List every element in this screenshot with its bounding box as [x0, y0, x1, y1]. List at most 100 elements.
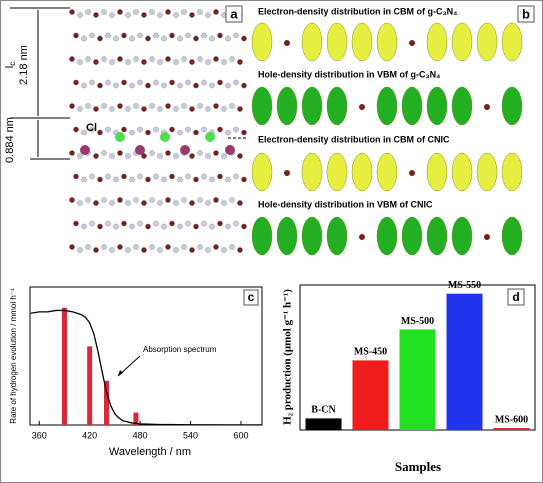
atom	[81, 176, 87, 183]
atom	[149, 197, 155, 203]
atom	[145, 82, 151, 89]
atom	[409, 170, 415, 176]
atom	[145, 35, 151, 42]
atom	[89, 32, 95, 39]
atom	[117, 150, 123, 156]
atom	[89, 79, 95, 86]
atom	[69, 150, 75, 156]
caption: Electron-density distribution in CBM of …	[258, 134, 450, 144]
atom	[169, 32, 175, 39]
density-lobe	[301, 22, 323, 62]
atom	[161, 176, 167, 183]
atom	[193, 82, 199, 89]
density-lobe	[426, 216, 448, 256]
atom	[217, 79, 223, 86]
atom	[193, 35, 199, 42]
x-tick-label: 420	[82, 430, 97, 440]
atom	[109, 59, 115, 65]
density-lobe	[251, 216, 273, 256]
atom	[125, 153, 131, 159]
bar-label: MS-450	[354, 347, 387, 358]
bar	[446, 293, 483, 430]
atom	[109, 153, 115, 159]
atom	[125, 200, 131, 206]
atom	[229, 103, 235, 109]
atom	[185, 220, 191, 227]
atom	[117, 9, 123, 15]
atom	[173, 12, 179, 18]
atom	[137, 32, 143, 39]
atom	[125, 59, 131, 65]
atom	[209, 35, 215, 42]
atom	[77, 247, 83, 253]
atom	[141, 12, 147, 18]
plot-frame	[29, 286, 263, 426]
atom	[225, 82, 231, 89]
atom	[284, 170, 290, 176]
atom	[213, 56, 219, 62]
atom	[133, 9, 139, 15]
atom	[229, 244, 235, 250]
atom	[165, 150, 171, 156]
atom	[105, 32, 111, 39]
atom	[101, 9, 107, 15]
atom	[209, 223, 215, 230]
atom	[409, 40, 415, 46]
atom	[101, 197, 107, 203]
density-lobe	[376, 22, 398, 62]
atom	[209, 176, 215, 183]
atom	[117, 103, 123, 109]
bar	[399, 329, 436, 430]
atom	[113, 176, 119, 183]
atom	[129, 223, 135, 230]
atom	[109, 200, 115, 206]
bar	[61, 307, 67, 425]
atom	[81, 35, 87, 42]
atom	[185, 173, 191, 180]
atom	[93, 12, 99, 18]
atom	[149, 56, 155, 62]
atom	[117, 56, 123, 62]
atom	[484, 234, 490, 240]
atom	[73, 32, 79, 39]
bar-label: MS-600	[495, 414, 528, 425]
density-lobe	[451, 152, 473, 192]
density-lobe	[301, 216, 323, 256]
atom	[137, 220, 143, 227]
density-lobe	[376, 152, 398, 192]
atom	[141, 200, 147, 206]
atom	[205, 59, 211, 65]
bar	[103, 380, 109, 425]
atom	[169, 79, 175, 86]
atom	[69, 9, 75, 15]
atom	[157, 106, 163, 112]
atom	[93, 59, 99, 65]
annotation: Absorption spectrum	[143, 345, 217, 354]
atom	[217, 32, 223, 39]
atom	[113, 35, 119, 42]
density-lobe	[251, 86, 273, 126]
atom	[237, 153, 243, 159]
panel-label: d	[512, 290, 519, 304]
atom	[133, 56, 139, 62]
atom	[221, 247, 227, 253]
atom	[101, 150, 107, 156]
density-lobe	[501, 152, 523, 192]
atom	[121, 126, 127, 133]
atom	[81, 223, 87, 230]
density-lobe	[326, 152, 348, 192]
atom	[93, 106, 99, 112]
density-lobe	[501, 22, 523, 62]
atom	[125, 12, 131, 18]
atom	[89, 126, 95, 133]
atom	[177, 176, 183, 183]
atom	[177, 35, 183, 42]
density-lobe	[401, 86, 423, 126]
atom	[121, 173, 127, 180]
atom	[153, 173, 159, 180]
atom	[157, 12, 163, 18]
atom	[237, 106, 243, 112]
atom	[173, 153, 179, 159]
lc-value: 2.18 nm	[18, 45, 30, 85]
